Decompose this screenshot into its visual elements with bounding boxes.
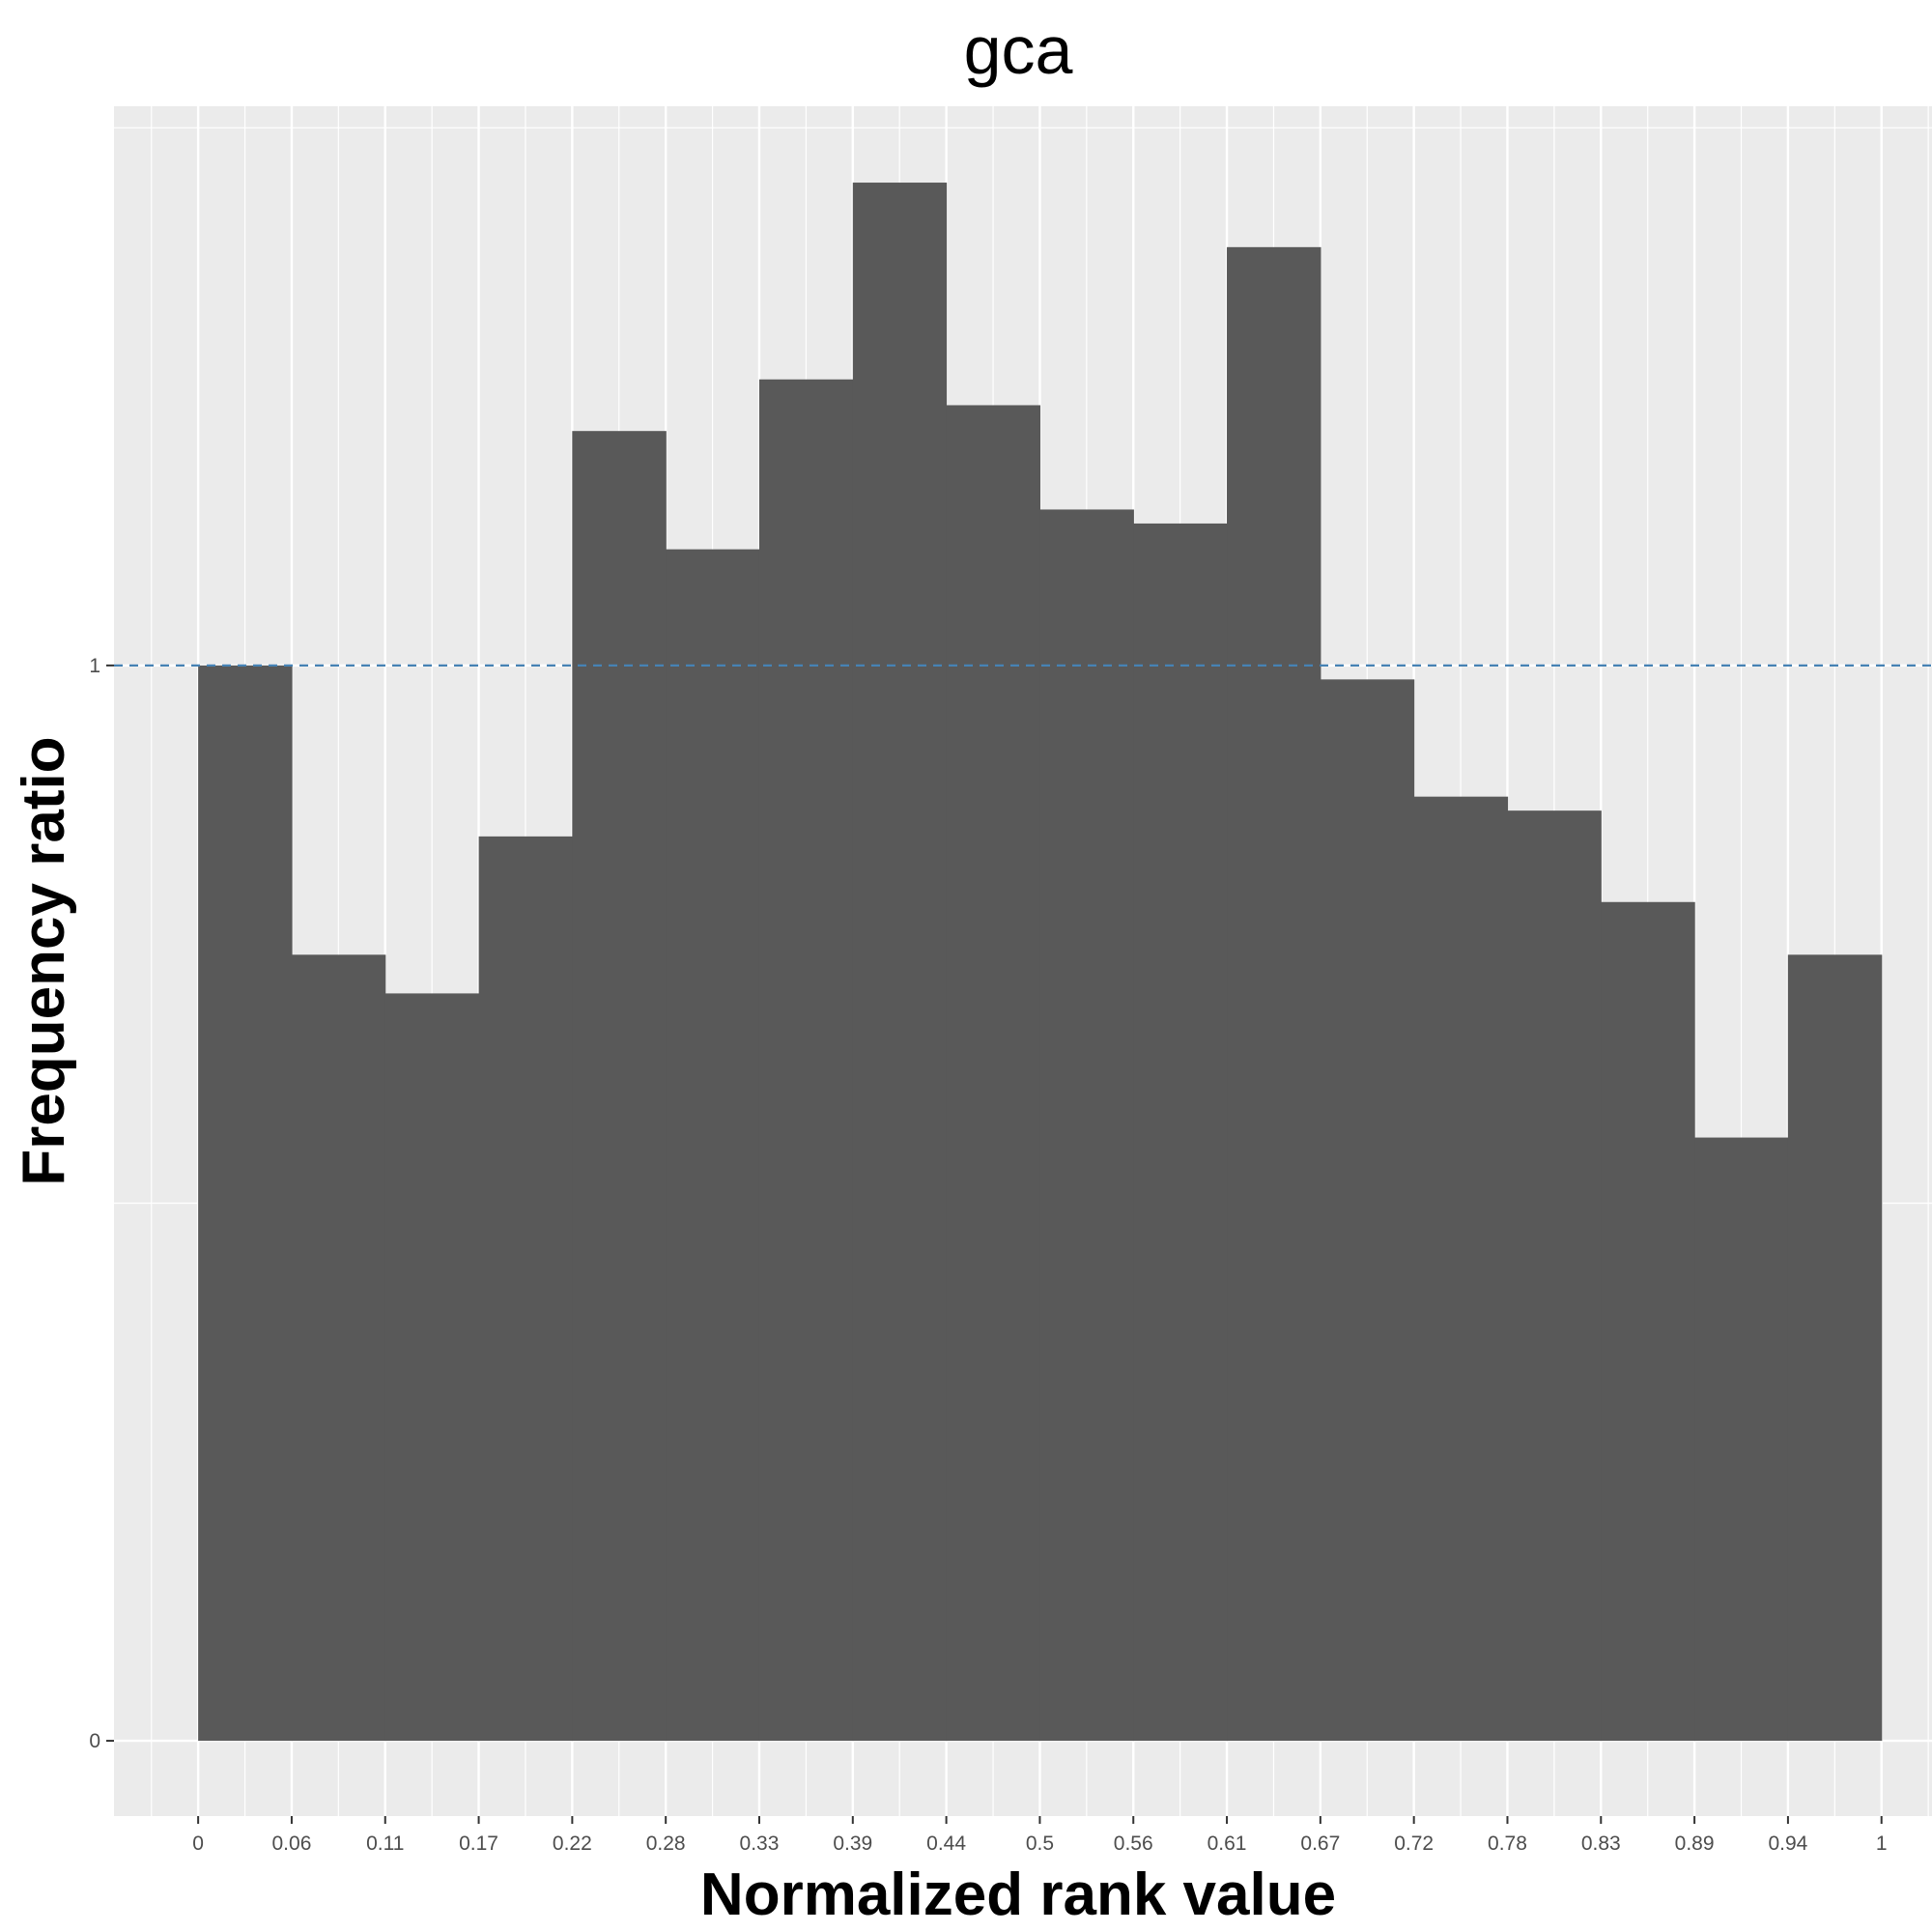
histogram-bar bbox=[478, 836, 573, 1742]
x-tick-label: 0.56 bbox=[1114, 1833, 1153, 1855]
histogram-bar bbox=[852, 183, 948, 1742]
x-tick-label: 0.89 bbox=[1675, 1833, 1715, 1855]
x-tick-label: 0.17 bbox=[459, 1833, 498, 1855]
x-tick-label: 0.61 bbox=[1208, 1833, 1247, 1855]
histogram-bar bbox=[1039, 509, 1134, 1742]
x-tick-label: 0.06 bbox=[272, 1833, 312, 1855]
chart-title: gca bbox=[964, 13, 1073, 88]
y-axis-title: Frequency ratio bbox=[11, 736, 77, 1185]
histogram-bars bbox=[198, 183, 1883, 1742]
histogram-bar bbox=[946, 405, 1041, 1742]
x-axis-title: Normalized rank value bbox=[700, 1861, 1336, 1928]
histogram-bar bbox=[384, 993, 480, 1742]
histogram-bar bbox=[198, 665, 293, 1742]
histogram-bar bbox=[1601, 901, 1695, 1742]
x-tick-label: 0.22 bbox=[553, 1833, 592, 1855]
y-tick-label: 1 bbox=[89, 655, 100, 677]
histogram-bar bbox=[1320, 679, 1415, 1742]
x-tick-label: 1 bbox=[1876, 1833, 1888, 1855]
x-tick-label: 0.67 bbox=[1300, 1833, 1340, 1855]
histogram-bar bbox=[666, 549, 760, 1742]
x-tick-label: 0.11 bbox=[366, 1833, 404, 1855]
x-tick-label: 0.72 bbox=[1394, 1833, 1434, 1855]
x-tick-label: 0.5 bbox=[1026, 1833, 1054, 1855]
x-tick-label: 0 bbox=[192, 1833, 204, 1855]
histogram-bar bbox=[572, 431, 667, 1742]
histogram-bar bbox=[1133, 523, 1228, 1742]
histogram-bar bbox=[1413, 796, 1509, 1742]
histogram-bar bbox=[1507, 810, 1602, 1742]
y-tick-label: 0 bbox=[89, 1730, 100, 1752]
histogram-bar bbox=[1694, 1137, 1789, 1742]
x-tick-label: 0.83 bbox=[1581, 1833, 1621, 1855]
histogram-bar bbox=[1787, 954, 1883, 1742]
histogram-bar bbox=[758, 379, 854, 1742]
x-tick-label: 0.94 bbox=[1768, 1833, 1807, 1855]
x-tick-label: 0.28 bbox=[646, 1833, 686, 1855]
x-tick-label: 0.39 bbox=[833, 1833, 872, 1855]
x-axis-ticks: 0 0.06 0.11 0.17 0.22 0.28 0.33 0.39 0.44 0.5 0.56… bbox=[192, 1816, 1888, 1855]
histogram-bar bbox=[292, 954, 386, 1742]
histogram-bar bbox=[1227, 246, 1321, 1742]
x-tick-label: 0.44 bbox=[926, 1833, 966, 1855]
x-tick-label: 0.33 bbox=[740, 1833, 780, 1855]
y-axis-ticks: 01 bbox=[89, 655, 114, 1752]
x-tick-label: 0.78 bbox=[1488, 1833, 1527, 1855]
